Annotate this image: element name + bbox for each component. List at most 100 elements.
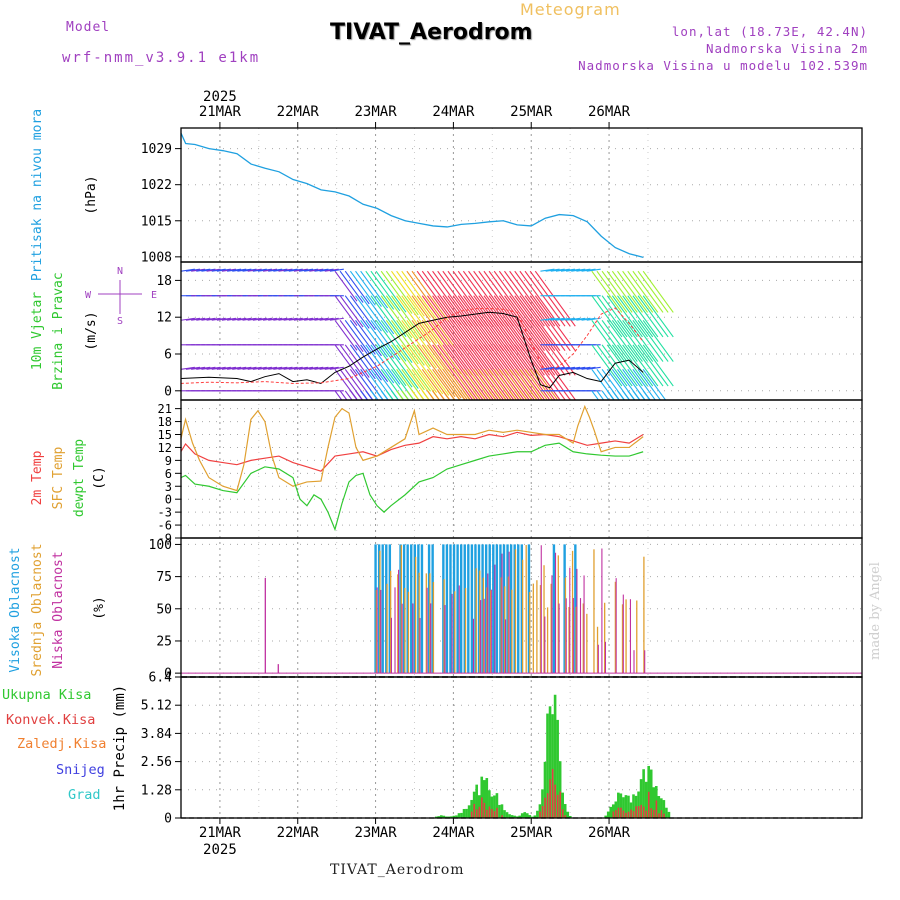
precip-total-bar <box>614 801 618 818</box>
wind-arrow <box>642 369 667 400</box>
wind-arrow <box>247 268 262 272</box>
wind-arrow <box>611 295 643 338</box>
compass-s: S <box>117 316 123 327</box>
y-tick-label: 9 <box>165 454 172 468</box>
precip-conv-bar <box>470 811 473 818</box>
x-day-label-top: 25MAR <box>510 104 553 120</box>
wind-arrow <box>216 366 231 370</box>
wind-arrow <box>319 268 334 272</box>
wind-arrow <box>227 366 242 370</box>
wind-arrow <box>324 317 339 321</box>
y-tick-label: -9 <box>158 532 172 546</box>
wind-arrow <box>319 317 334 321</box>
precip-total-bar <box>450 816 453 818</box>
wind-arrow <box>519 295 561 352</box>
precip-legend-item: Zaledj.Kisa <box>17 736 106 752</box>
dewpt-ylabel: dewpt Temp <box>72 439 87 517</box>
wind-arrow <box>288 366 303 370</box>
wind-arrow <box>339 319 364 352</box>
precip-legend-item: Konvek.Kisa <box>6 712 95 728</box>
wind-arrow <box>571 268 586 272</box>
wind-arrow <box>206 366 221 370</box>
cloud-high-ylabel: Visoka Oblacnost <box>8 547 23 672</box>
wind-arrow <box>237 317 252 321</box>
lonlat-info: lon,lat (18.73E, 42.4N) <box>671 24 868 39</box>
panel-frame <box>180 399 863 539</box>
precip-total-bar <box>617 792 620 818</box>
wind-arrow <box>349 295 376 331</box>
precip-total-bar <box>665 807 668 818</box>
precip-total-bar <box>561 792 564 818</box>
precip-total-bar <box>558 761 562 818</box>
y-tick-label: 1008 <box>141 250 172 265</box>
wind-arrow <box>622 270 654 313</box>
wind-arrow <box>426 319 468 376</box>
precip-total-bar <box>637 791 640 818</box>
wind-arrow <box>596 270 628 313</box>
wind-arrow <box>375 270 407 313</box>
precip-total-bar <box>500 804 504 818</box>
wind-arrow <box>452 319 494 376</box>
wind-arrow <box>216 317 231 321</box>
precip-conv-bar <box>660 810 663 818</box>
precip-total-bar <box>548 706 552 818</box>
wind-arrow <box>380 319 413 363</box>
wind-arrow <box>288 317 303 321</box>
wind-arrow <box>227 268 242 272</box>
wind-arrow <box>355 390 363 400</box>
x-day-label-top: 22MAR <box>277 104 320 120</box>
wind-arrow <box>576 366 591 370</box>
wind-arrow <box>181 366 195 370</box>
temp-sfc-line <box>180 404 644 492</box>
wind-arrow <box>375 344 407 387</box>
precip-total-bar <box>439 815 443 818</box>
precip-total-bar <box>568 815 572 818</box>
wind-arrow <box>206 268 221 272</box>
wind-arrow <box>339 390 348 400</box>
wind-arrow <box>380 270 413 314</box>
wind-arrow <box>262 268 278 272</box>
wind-arrow <box>365 295 395 335</box>
wind-arrow <box>242 317 257 321</box>
wind-arrow <box>581 268 596 272</box>
wind-arrow <box>493 295 535 352</box>
wind-arrow <box>401 344 438 393</box>
pressure-ylabel: Pritisak na nivou mora <box>30 109 45 281</box>
precip-total-bar <box>520 813 524 818</box>
precip-total-bar <box>543 761 547 818</box>
precip-conv-bar <box>559 791 562 818</box>
wind-arrow <box>642 390 651 400</box>
precip-conv-bar <box>541 806 544 818</box>
precip-total-bar <box>498 804 501 818</box>
wind-arrow <box>304 317 319 321</box>
precip-conv-bar <box>481 797 483 818</box>
precip-total-bar <box>533 815 537 818</box>
precip-conv-bar <box>645 810 648 818</box>
wind-arrow <box>519 319 561 376</box>
wind-arrow <box>632 344 664 387</box>
wind-arrow <box>591 319 623 362</box>
wind-arrow <box>360 344 389 382</box>
wind-arrow <box>581 366 596 370</box>
wind-arrow <box>293 366 308 370</box>
precip-total-bar <box>493 795 496 818</box>
wind-arrow <box>360 295 389 333</box>
wind-arrow <box>339 295 364 328</box>
wind-arrow <box>632 295 664 338</box>
wind-arrow <box>606 390 615 400</box>
wind-arrow <box>334 270 358 302</box>
wind-arrow <box>278 366 293 370</box>
wind-arrow <box>447 344 489 400</box>
wind-arrow <box>273 317 288 321</box>
wind-arrow <box>283 366 298 370</box>
wind-arrow <box>637 270 669 313</box>
wind-arrow <box>586 268 601 272</box>
wind-arrow <box>534 369 559 400</box>
wind-arrow <box>365 390 374 400</box>
wind-arrow <box>540 317 555 321</box>
wind-arrow <box>632 369 656 400</box>
precip-total-bar <box>525 813 529 818</box>
wind-arrow <box>457 295 499 352</box>
wind-arrow <box>375 319 407 362</box>
wind-arrow <box>304 366 319 370</box>
